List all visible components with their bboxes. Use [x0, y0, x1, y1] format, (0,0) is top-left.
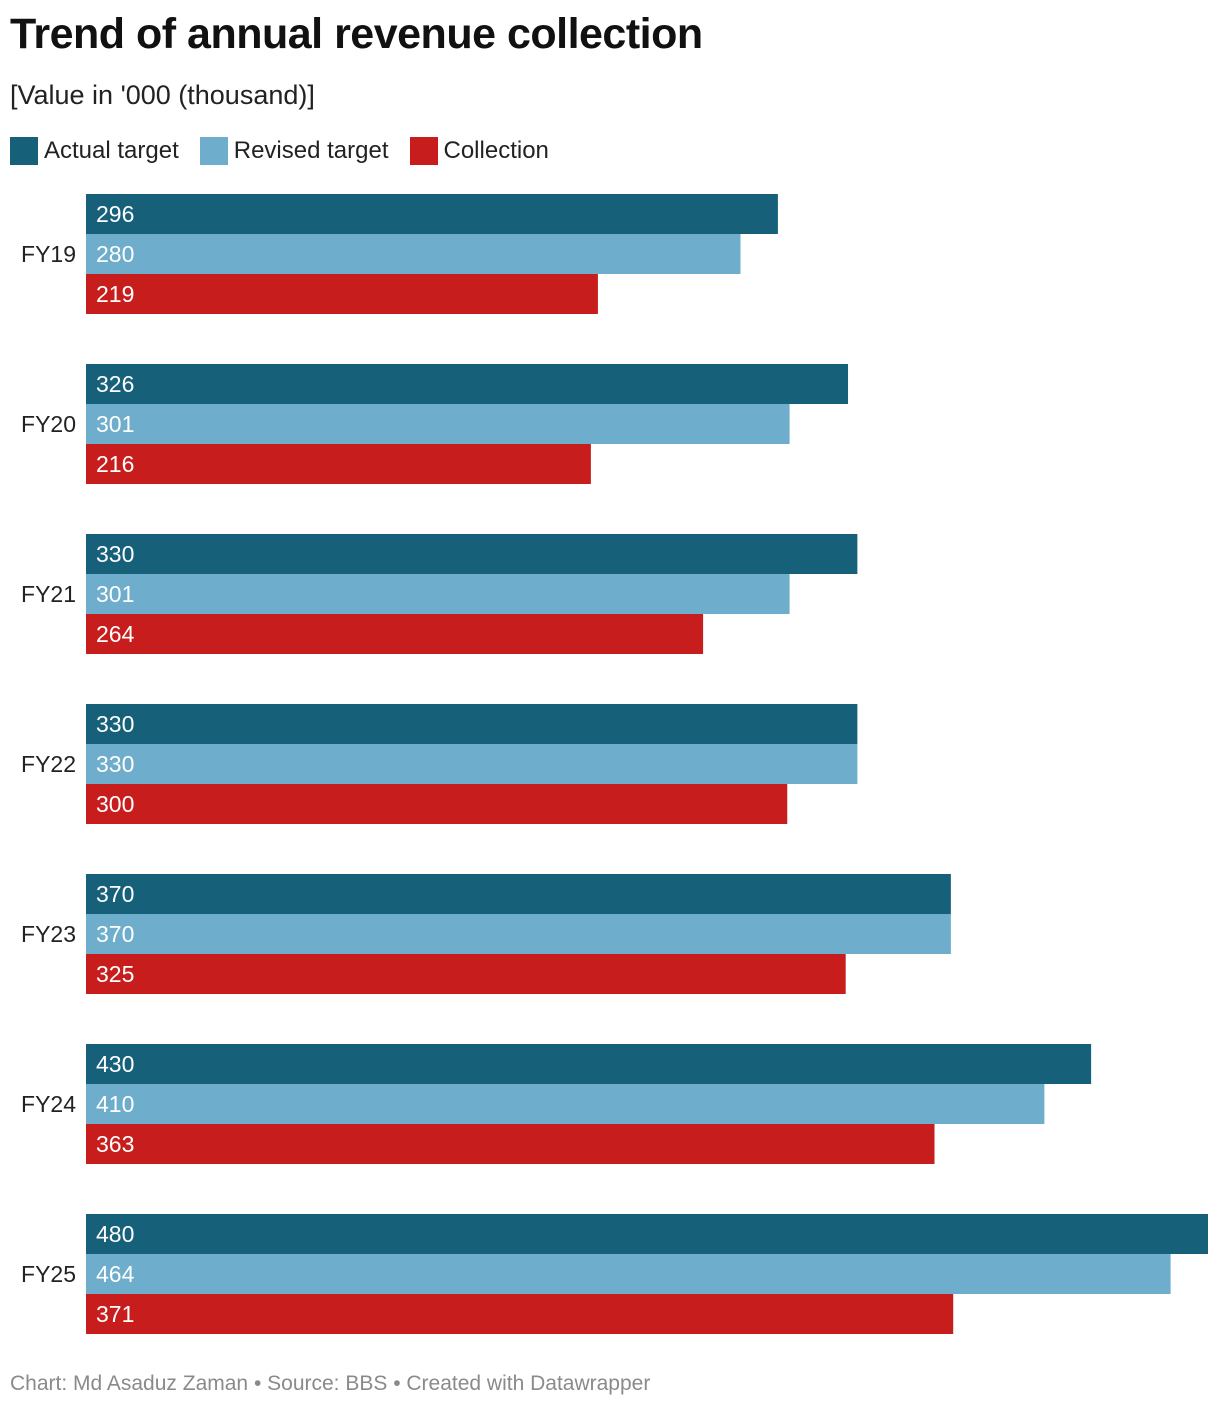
data-label-fy22-actual-target: 330 — [96, 711, 134, 737]
bar-fy23-collection — [86, 954, 846, 994]
data-label-fy21-collection: 264 — [96, 621, 135, 647]
data-label-fy24-collection: 363 — [96, 1131, 134, 1157]
data-label-fy19-actual-target: 296 — [96, 201, 134, 227]
category-label-fy24: FY24 — [21, 1091, 76, 1117]
bar-group-fy21: FY21 330 301 264 — [21, 534, 858, 654]
data-label-fy20-actual-target: 326 — [96, 371, 134, 397]
bar-fy24-actual-target — [86, 1044, 1092, 1084]
data-label-fy23-revised-target: 370 — [96, 921, 134, 947]
bar-fy21-revised-target — [86, 574, 790, 614]
legend-item-revised-target: Revised target — [199, 137, 389, 165]
legend-label-actual-target: Actual target — [44, 137, 179, 164]
data-label-fy24-revised-target: 410 — [96, 1091, 134, 1117]
category-label-fy25: FY25 — [21, 1261, 76, 1287]
bar-fy21-collection — [86, 614, 704, 654]
bar-group-fy23: FY23 370 370 325 — [21, 874, 951, 994]
bar-group-fy20: FY20 326 301 216 — [21, 364, 849, 484]
legend-item-actual-target: Actual target — [10, 137, 179, 165]
data-label-fy25-revised-target: 464 — [96, 1261, 135, 1287]
category-label-fy19: FY19 — [21, 241, 76, 267]
bar-fy22-actual-target — [86, 704, 858, 744]
bar-fy25-revised-target — [86, 1254, 1171, 1294]
category-label-fy23: FY23 — [21, 921, 76, 947]
data-label-fy24-actual-target: 430 — [96, 1051, 134, 1077]
data-label-fy20-revised-target: 301 — [96, 411, 134, 437]
bar-fy20-revised-target — [86, 404, 790, 444]
category-label-fy20: FY20 — [21, 411, 76, 437]
bar-fy19-revised-target — [86, 234, 741, 274]
bar-fy25-actual-target — [86, 1214, 1208, 1254]
data-label-fy23-actual-target: 370 — [96, 881, 134, 907]
data-label-fy22-revised-target: 330 — [96, 751, 134, 777]
legend-label-revised-target: Revised target — [233, 137, 389, 164]
category-label-fy21: FY21 — [21, 581, 76, 607]
bar-fy23-actual-target — [86, 874, 951, 914]
chart-footer: Chart: Md Asaduz Zaman • Source: BBS • C… — [10, 1372, 651, 1395]
bar-fy19-actual-target — [86, 194, 778, 234]
data-label-fy21-revised-target: 301 — [96, 581, 134, 607]
chart-title: Trend of annual revenue collection — [10, 10, 703, 58]
data-label-fy25-collection: 371 — [96, 1301, 134, 1327]
legend-item-collection: Collection — [409, 137, 549, 165]
bar-group-fy25: FY25 480 464 371 — [21, 1214, 1208, 1334]
bar-fy24-collection — [86, 1124, 935, 1164]
legend-swatch-collection — [409, 137, 438, 165]
bar-fy19-collection — [86, 274, 598, 314]
data-label-fy21-actual-target: 330 — [96, 541, 134, 567]
legend-label-collection: Collection — [443, 137, 549, 164]
data-label-fy19-revised-target: 280 — [96, 241, 134, 267]
data-label-fy25-actual-target: 480 — [96, 1221, 134, 1247]
legend: Actual target Revised target Collection — [10, 137, 570, 165]
data-label-fy22-collection: 300 — [96, 791, 134, 817]
data-label-fy20-collection: 216 — [96, 451, 134, 477]
category-label-fy22: FY22 — [21, 751, 76, 777]
bar-group-fy19: FY19 296 280 219 — [21, 194, 778, 314]
data-label-fy19-collection: 219 — [96, 281, 134, 307]
chart-subtitle: [Value in '000 (thousand)] — [10, 80, 315, 110]
bar-fy24-revised-target — [86, 1084, 1045, 1124]
bar-fy25-collection — [86, 1294, 954, 1334]
legend-swatch-revised-target — [199, 137, 228, 165]
data-label-fy23-collection: 325 — [96, 961, 134, 987]
bar-group-fy24: FY24 430 410 363 — [21, 1044, 1092, 1164]
bar-fy20-actual-target — [86, 364, 849, 404]
legend-swatch-actual-target — [10, 137, 38, 165]
bar-fy22-collection — [86, 784, 788, 824]
bar-fy20-collection — [86, 444, 591, 484]
bar-fy21-actual-target — [86, 534, 858, 574]
bar-fy23-revised-target — [86, 914, 951, 954]
bar-fy22-revised-target — [86, 744, 858, 784]
bar-group-fy22: FY22 330 330 300 — [21, 704, 858, 824]
